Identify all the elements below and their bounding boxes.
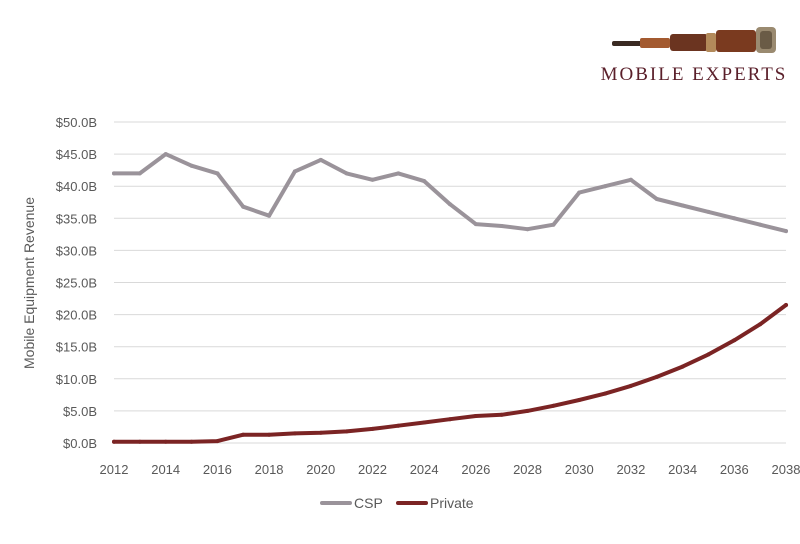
- data-point-csp: [758, 222, 763, 227]
- y-tick-label: $30.0B: [56, 243, 97, 258]
- data-point-csp: [370, 177, 375, 182]
- data-point-private: [706, 352, 711, 357]
- data-point-csp: [396, 171, 401, 176]
- data-point-private: [370, 426, 375, 431]
- data-point-csp: [525, 227, 530, 232]
- legend-label-csp: CSP: [354, 495, 383, 511]
- data-point-csp: [292, 169, 297, 174]
- data-point-private: [112, 439, 116, 444]
- y-tick-label: $5.0B: [63, 404, 97, 419]
- data-point-private: [628, 383, 633, 388]
- y-tick-label: $35.0B: [56, 211, 97, 226]
- data-point-csp: [628, 177, 633, 182]
- x-tick-label: 2034: [668, 462, 697, 477]
- y-tick-label: $20.0B: [56, 308, 97, 323]
- x-tick-label: 2032: [616, 462, 645, 477]
- gridlines: [114, 121, 786, 444]
- data-point-csp: [473, 222, 478, 227]
- data-point-private: [318, 430, 323, 435]
- x-tick-label: 2026: [461, 462, 490, 477]
- data-point-csp: [163, 152, 168, 157]
- data-point-csp: [137, 171, 142, 176]
- data-point-csp: [706, 209, 711, 214]
- x-tick-label: 2030: [565, 462, 594, 477]
- data-point-csp: [112, 171, 116, 176]
- data-point-private: [292, 431, 297, 436]
- data-point-csp: [784, 229, 788, 234]
- data-point-csp: [499, 224, 504, 228]
- x-tick-label: 2024: [410, 462, 439, 477]
- data-point-csp: [344, 171, 349, 176]
- x-tick-label: 2020: [306, 462, 335, 477]
- legend: CSP Private: [320, 495, 474, 511]
- data-point-csp: [215, 171, 220, 176]
- x-tick-label: 2012: [100, 462, 129, 477]
- data-point-csp: [654, 197, 659, 201]
- data-point-private: [680, 364, 685, 369]
- y-axis-ticks: $0.0B $5.0B $10.0B $15.0B $20.0B $25.0B $30.0B…: [56, 115, 97, 451]
- data-point-csp: [732, 216, 737, 221]
- y-tick-label: $10.0B: [56, 372, 97, 387]
- x-tick-label: 2016: [203, 462, 232, 477]
- data-point-private: [784, 303, 788, 307]
- data-point-private: [448, 417, 452, 422]
- data-point-private: [577, 398, 582, 402]
- data-point-csp: [448, 202, 452, 207]
- data-point-csp: [577, 190, 582, 195]
- data-point-private: [344, 429, 349, 434]
- data-point-private: [551, 403, 556, 408]
- data-point-csp: [603, 184, 608, 189]
- spyglass-logo-icon: [612, 27, 776, 53]
- x-tick-label: 2036: [720, 462, 749, 477]
- data-point-csp: [318, 157, 323, 162]
- y-tick-label: $0.0B: [63, 436, 97, 451]
- x-tick-label: 2014: [151, 462, 180, 477]
- data-point-private: [267, 432, 272, 437]
- x-tick-label: 2018: [255, 462, 284, 477]
- data-point-private: [603, 391, 608, 396]
- y-tick-label: $50.0B: [56, 115, 97, 130]
- data-point-csp: [241, 204, 246, 209]
- y-axis-label: Mobile Equipment Revenue: [21, 197, 37, 369]
- data-point-private: [654, 374, 659, 379]
- data-point-private: [396, 423, 401, 428]
- y-tick-label: $15.0B: [56, 340, 97, 355]
- x-tick-label: 2022: [358, 462, 387, 477]
- brand-name: MOBILE EXPERTS: [601, 64, 788, 85]
- y-tick-label: $45.0B: [56, 147, 97, 162]
- legend-label-private: Private: [430, 495, 474, 511]
- x-tick-label: 2038: [772, 462, 800, 477]
- series-line-csp: [112, 152, 788, 234]
- data-point-csp: [422, 179, 427, 184]
- x-tick-label: 2028: [513, 462, 542, 477]
- series-lines: [112, 152, 788, 444]
- data-point-private: [758, 322, 763, 327]
- data-point-private: [215, 439, 220, 444]
- data-point-csp: [267, 213, 272, 218]
- data-point-csp: [680, 203, 685, 208]
- data-point-private: [732, 338, 737, 343]
- data-point-csp: [189, 163, 194, 168]
- data-point-private: [525, 408, 530, 413]
- y-tick-label: $25.0B: [56, 276, 97, 291]
- data-point-private: [189, 439, 194, 444]
- data-point-private: [137, 439, 142, 444]
- data-point-private: [163, 439, 168, 444]
- data-point-private: [241, 432, 246, 437]
- data-point-private: [422, 420, 427, 425]
- x-axis-ticks: 2012 2014 2016 2018 2020 2022 2024 2026 2028 2030…: [100, 462, 800, 477]
- data-point-private: [499, 412, 504, 417]
- data-point-csp: [551, 222, 556, 227]
- data-point-private: [473, 414, 478, 418]
- y-tick-label: $40.0B: [56, 179, 97, 194]
